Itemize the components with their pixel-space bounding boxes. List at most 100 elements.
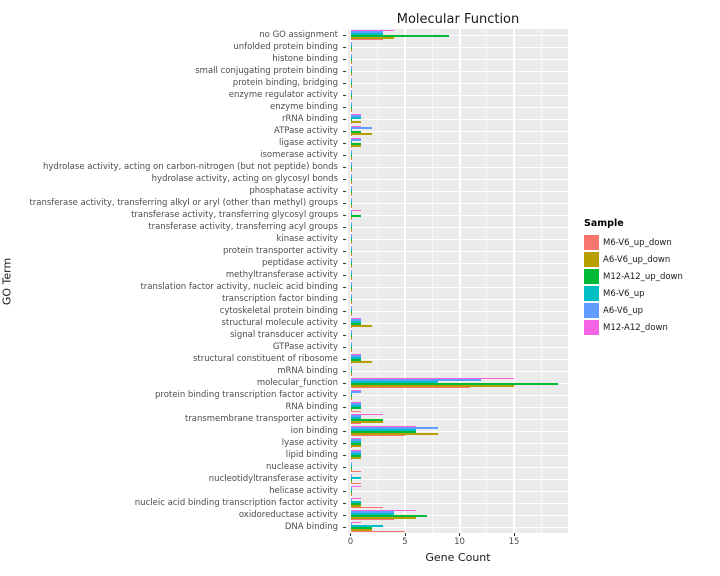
bar (350, 407, 362, 409)
bar (350, 485, 362, 488)
category-label: GTPase activity (272, 342, 338, 352)
bar (350, 422, 362, 425)
bar (350, 81, 352, 83)
bar (350, 153, 352, 155)
bar (350, 173, 352, 176)
category-label: no GO assignment (259, 30, 338, 40)
bar (350, 417, 362, 419)
bar (350, 345, 352, 347)
bar (350, 251, 352, 253)
bar (350, 314, 352, 317)
category-label: cytoskeletal protein binding (219, 306, 338, 316)
y-axis-tick (343, 286, 346, 288)
bar (350, 311, 352, 313)
bar (350, 389, 362, 392)
bar (350, 379, 482, 382)
bar (350, 288, 352, 291)
bar (350, 77, 352, 80)
y-axis-tick (343, 502, 346, 504)
bar (350, 307, 352, 310)
category-label: ATPase activity (274, 126, 338, 136)
category-label: lipid binding (285, 450, 338, 460)
y-axis-tick (343, 94, 346, 96)
y-axis-tick (343, 358, 346, 360)
bar (350, 324, 373, 327)
gridline-row (348, 358, 568, 360)
bar (350, 515, 427, 517)
bar (350, 125, 362, 128)
bar (350, 143, 362, 145)
gridline-row (348, 46, 568, 48)
bar (350, 516, 416, 519)
legend-swatch (584, 269, 599, 284)
y-axis-tick (343, 202, 346, 204)
bar (350, 321, 362, 323)
bar (350, 103, 352, 106)
bar (350, 144, 362, 147)
bar (350, 247, 352, 250)
category-label: unfolded protein binding (233, 42, 338, 52)
bar (350, 170, 352, 173)
gridline-row (348, 526, 568, 528)
bar (350, 413, 384, 416)
bar (350, 43, 352, 46)
gridline-major (458, 29, 461, 533)
bar (350, 41, 352, 44)
bar (350, 463, 352, 466)
y-axis-tick (343, 118, 346, 120)
gridline-row (348, 58, 568, 60)
bar (350, 477, 362, 479)
bar (350, 276, 352, 279)
bar (350, 120, 362, 123)
gridline-row (348, 262, 568, 264)
bar (350, 391, 362, 394)
bar (350, 309, 352, 311)
bar (350, 444, 362, 447)
category-label: DNA binding (284, 522, 338, 532)
y-axis-tick (343, 250, 346, 252)
bar (350, 300, 352, 303)
legend-label: M12-A12_down (603, 322, 668, 333)
bar (350, 357, 362, 359)
bar (350, 287, 352, 289)
gridline-row (348, 418, 568, 420)
legend: Sample M6-V6_up_down A6-V6_up_down M12-A12… (584, 218, 683, 336)
bar (350, 177, 352, 179)
bar (350, 513, 395, 515)
bar (350, 113, 362, 116)
bar (350, 383, 558, 385)
bar (350, 427, 438, 430)
legend-swatch (584, 303, 599, 318)
bar (350, 110, 352, 113)
bar (350, 161, 352, 164)
category-label: ion binding (290, 426, 338, 436)
bar (350, 108, 352, 111)
category-label: small conjugating protein binding (195, 66, 338, 76)
x-axis-tick (404, 533, 406, 536)
y-axis-tick (343, 238, 346, 240)
bar (350, 235, 352, 238)
category-label: transferase activity, transferring alkyl… (29, 198, 338, 208)
bar (350, 218, 352, 221)
bar (350, 497, 362, 500)
category-label: signal transducer activity (230, 330, 338, 340)
category-label: lyase activity (281, 438, 338, 448)
gridline-minor (486, 29, 488, 533)
bar (350, 410, 362, 413)
gridline-row (348, 370, 568, 372)
bar (350, 137, 362, 140)
category-label: molecular_function (256, 378, 338, 388)
bar (350, 353, 362, 356)
bar (350, 62, 352, 65)
chart-title: Molecular Function (396, 12, 520, 27)
bar (350, 86, 352, 89)
gridline-row (348, 118, 568, 120)
bar (350, 254, 352, 257)
bar (350, 215, 362, 217)
y-axis-tick (343, 370, 346, 372)
bar (350, 53, 352, 56)
bar (350, 259, 352, 262)
bar (350, 473, 352, 476)
category-label: RNA binding (285, 402, 338, 412)
